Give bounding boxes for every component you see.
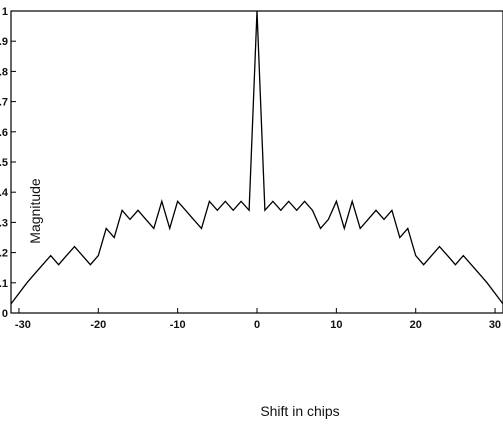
x-tick-label: 10 (330, 319, 342, 331)
x-axis-label: Shift in chips (260, 403, 339, 419)
x-tick-label: -20 (90, 319, 106, 331)
x-tick-label: 20 (410, 319, 422, 331)
y-tick-label: 0.9 (0, 36, 8, 48)
magnitude-series-line (10, 10, 503, 305)
x-tick-label: 30 (489, 319, 501, 331)
y-tick-label: 0 (2, 308, 8, 320)
y-tick-label: 0.6 (0, 127, 8, 139)
y-tick-label: 0.3 (0, 217, 8, 229)
x-tick-label: -10 (170, 319, 186, 331)
x-axis-ticks: -30 -20 -10 0 10 20 30 (15, 308, 501, 331)
y-tick-label: 0.1 (0, 278, 8, 290)
y-tick-label: 1 (2, 6, 8, 18)
y-tick-label: 0.5 (0, 157, 8, 169)
y-axis-label: Magnitude (27, 178, 43, 244)
y-tick-label: 0.2 (0, 248, 8, 260)
y-tick-label: 0.8 (0, 66, 8, 78)
y-axis-ticks: 0 0.1 0.2 0.3 0.4 0.5 0.6 0.7 0.8 0.9 1 (0, 6, 16, 320)
x-tick-label: -30 (15, 319, 31, 331)
x-tick-label: 0 (254, 319, 260, 331)
plot-frame (10, 10, 503, 314)
y-tick-label: 0.4 (0, 187, 9, 199)
y-tick-label: 0.7 (0, 97, 8, 109)
